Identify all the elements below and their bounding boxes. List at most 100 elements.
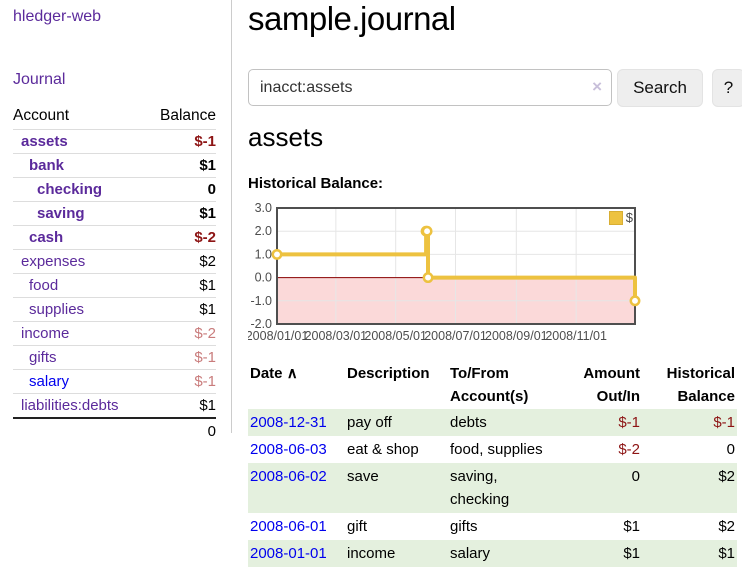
account-row: income $-2 (13, 321, 216, 346)
register-cell-amount: $1 (623, 545, 640, 562)
register-header-accounts: To/From Account(s) (450, 365, 529, 405)
spacer (13, 417, 146, 443)
search-button[interactable]: Search (617, 69, 703, 107)
register-cell-balance: $2 (718, 468, 735, 485)
account-link-checking[interactable]: checking (37, 181, 103, 198)
search-input-wrapper: × (248, 69, 612, 106)
account-row: salary $-1 (13, 369, 216, 394)
clear-search-icon[interactable]: × (592, 77, 602, 96)
sidebar: hledger-web Journal Account Balance asse… (0, 0, 232, 443)
register-cell-date: 2008-06-01 (248, 513, 345, 540)
account-heading: assets (248, 122, 324, 152)
register-cell-balance: $1 (718, 545, 735, 562)
account-balance: 0 (145, 177, 216, 202)
account-balance: $2 (145, 249, 216, 274)
transaction-date-link[interactable]: 2008-12-31 (250, 414, 327, 431)
svg-text:1.0: 1.0 (255, 247, 272, 261)
historical-balance-chart: $ 3.0 2.0 1.0 0.0 -1.0 -2.0 2008/01/01 2008/03/… (248, 202, 644, 344)
register-cell-amount: 0 (631, 468, 640, 485)
account-link-cash[interactable]: cash (29, 229, 64, 246)
account-balance: $1 (145, 297, 216, 322)
svg-text:2008/07/01: 2008/07/01 (424, 329, 487, 343)
register-cell-accounts: gifts (450, 518, 478, 535)
account-balance: $-1 (145, 345, 216, 370)
legend-swatch-icon (608, 210, 623, 225)
account-link-gifts[interactable]: gifts (29, 349, 57, 366)
accounts-total-value: 0 (145, 417, 216, 443)
account-link-supplies[interactable]: supplies (29, 301, 85, 318)
page-title: sample.journal (248, 0, 456, 37)
brand-link[interactable]: hledger-web (13, 8, 102, 25)
sidebar-item-journal[interactable]: Journal (13, 71, 66, 88)
chart-title: Historical Balance: (248, 175, 384, 192)
transaction-date-link[interactable]: 2008-06-02 (250, 468, 327, 485)
transaction-date-link[interactable]: 2008-01-01 (250, 545, 327, 562)
sort-ascending-icon: ∧ (286, 365, 298, 382)
account-balance: $-1 (145, 369, 216, 394)
account-balance: $1 (145, 273, 216, 298)
register-cell-accounts: debts (450, 414, 487, 431)
transaction-date-link[interactable]: 2008-06-01 (250, 518, 327, 535)
svg-text:-2.0: -2.0 (250, 317, 272, 331)
svg-text:2008/11/01: 2008/11/01 (545, 329, 607, 343)
register-cell-amount: $-1 (618, 414, 640, 431)
register-cell-balance: 0 (726, 441, 735, 458)
register-cell-description: eat & shop (347, 441, 419, 458)
register-cell-description: pay off (347, 414, 392, 431)
transaction-date-link[interactable]: 2008-06-03 (250, 441, 327, 458)
register-cell-amount: $-2 (618, 441, 640, 458)
account-balance: $1 (145, 153, 216, 178)
register-header-description: Description (347, 365, 430, 382)
account-balance: $-1 (145, 129, 216, 154)
register-row: 2008-01-01 income salary $1 $1 (248, 540, 737, 567)
register-row: 2008-06-03 eat & shop food, supplies $-2 0 (248, 436, 737, 463)
main-content: sample.journal × Search ? assets Histori… (248, 0, 742, 582)
svg-text:2008/05/01: 2008/05/01 (364, 329, 427, 343)
account-link-income[interactable]: income (21, 325, 70, 342)
account-balance: $-2 (145, 321, 216, 346)
svg-text:0.0: 0.0 (255, 271, 272, 285)
account-link-assets[interactable]: assets (21, 133, 68, 150)
account-row: food $1 (13, 273, 216, 298)
account-row: bank $1 (13, 153, 216, 178)
account-row: supplies $1 (13, 297, 216, 322)
account-link-expenses[interactable]: expenses (21, 253, 86, 270)
register-header-amount: Amount Out/In (583, 365, 640, 405)
search-input[interactable] (248, 69, 612, 106)
accounts-table: Account Balance assets $-1 bank $1 checking 0… (13, 104, 216, 443)
register-header-date[interactable]: Date ∧ (250, 365, 298, 382)
account-link-salary[interactable]: salary (29, 373, 70, 390)
register-row: 2008-12-31 pay off debts $-1 $-1 (248, 409, 737, 436)
account-row: assets $-1 (13, 129, 216, 154)
svg-text:-1.0: -1.0 (250, 294, 272, 308)
register-cell-accounts: saving, checking (450, 468, 510, 508)
account-balance: $-2 (145, 225, 216, 250)
svg-text:2008/03/01: 2008/03/01 (305, 329, 368, 343)
account-link-food[interactable]: food (29, 277, 59, 294)
search-form: × Search ? (248, 69, 742, 107)
account-link-liabilities-debts[interactable]: liabilities:debts (21, 397, 119, 414)
register-cell-accounts: salary (450, 545, 491, 562)
chart-canvas: 3.0 2.0 1.0 0.0 -1.0 -2.02008/01/012008/03/01… (248, 202, 641, 343)
account-row: liabilities:debts $1 (13, 393, 216, 419)
account-link-bank[interactable]: bank (29, 157, 65, 174)
account-link-saving[interactable]: saving (37, 205, 85, 222)
account-balance: $1 (145, 393, 216, 419)
svg-text:2.0: 2.0 (255, 224, 272, 238)
register-row: 2008-06-02 save saving, checking 0 $2 (248, 463, 737, 513)
svg-text:2008/01/01: 2008/01/01 (248, 329, 308, 343)
register-table: Date ∧ Description To/From Account(s) Am… (248, 361, 737, 567)
account-row: gifts $-1 (13, 345, 216, 370)
accounts-header-balance: Balance (145, 104, 216, 130)
register-cell-balance: $-1 (713, 414, 735, 431)
account-row: cash $-2 (13, 225, 216, 250)
register-header-balance: Historical Balance (666, 365, 735, 405)
account-row: saving $1 (13, 201, 216, 226)
help-button[interactable]: ? (712, 69, 742, 107)
register-cell-description: save (347, 468, 379, 485)
register-cell-description: income (347, 545, 396, 562)
svg-text:3.0: 3.0 (255, 202, 272, 215)
register-row: 2008-06-01 gift gifts $1 $2 (248, 513, 737, 540)
accounts-total-row: 0 (13, 417, 216, 443)
register-cell-accounts: food, supplies (450, 441, 543, 458)
